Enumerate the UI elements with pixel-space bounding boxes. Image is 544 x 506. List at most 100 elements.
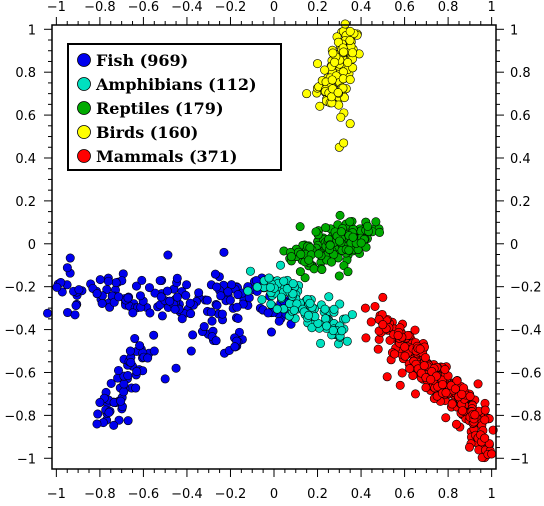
x-tick-label-top: 0 (270, 0, 278, 15)
data-point (227, 280, 237, 290)
legend-marker (77, 53, 91, 67)
data-point (186, 346, 196, 356)
data-point (419, 361, 429, 371)
data-point (473, 379, 483, 389)
data-point (63, 308, 73, 318)
data-point (119, 387, 129, 397)
data-point (276, 292, 286, 302)
data-point (295, 222, 305, 232)
legend-box (67, 43, 282, 171)
data-point (149, 330, 159, 340)
x-tick-label-top: −0.2 (215, 0, 247, 15)
data-point (330, 57, 340, 67)
legend-marker (77, 149, 91, 163)
data-point (202, 295, 212, 305)
y-tick-label-right: 0 (510, 238, 518, 253)
data-point (206, 307, 216, 317)
legend-label: Mammals (371) (96, 147, 238, 166)
data-point (470, 410, 480, 420)
data-point (304, 255, 314, 265)
data-point (447, 399, 457, 409)
data-point (378, 292, 388, 302)
series-3-points (302, 19, 364, 152)
data-point (194, 288, 204, 298)
data-point (327, 75, 337, 85)
data-point (300, 273, 310, 283)
data-point (320, 65, 330, 75)
data-point (43, 308, 53, 318)
data-point (307, 323, 317, 333)
x-tick-label-bottom: −0.6 (128, 487, 160, 502)
data-point (257, 295, 267, 305)
data-point (113, 365, 123, 375)
y-tick-label-right: −0.8 (510, 409, 542, 424)
x-tick-label-top: −0.8 (84, 0, 116, 15)
data-point (165, 296, 175, 306)
data-point (324, 292, 334, 302)
data-point (223, 287, 233, 297)
y-tick-label-left: 1 (28, 23, 36, 38)
data-point (440, 365, 450, 375)
x-tick-label-bottom: 0.6 (394, 487, 415, 502)
data-point (210, 269, 220, 279)
legend-label: Fish (969) (96, 51, 188, 70)
data-point (274, 316, 284, 326)
data-point (212, 282, 222, 292)
data-point (341, 314, 351, 324)
data-point (186, 309, 196, 319)
y-tick-label-right: −0.2 (510, 281, 542, 296)
series-4-points (360, 292, 498, 463)
data-point (185, 298, 195, 308)
y-tick-label-left: 0.8 (15, 66, 36, 81)
data-point (123, 371, 133, 381)
data-point (243, 286, 253, 296)
data-point (114, 292, 124, 302)
data-point (212, 300, 222, 310)
legend-marker (77, 101, 91, 115)
data-point (71, 301, 81, 311)
data-point (390, 349, 400, 359)
data-point (465, 391, 475, 401)
data-point (327, 257, 337, 267)
x-tick-label-bottom: −0.8 (84, 487, 116, 502)
x-tick-label-top: −1 (47, 0, 66, 15)
x-tick-label-bottom: 0.2 (307, 487, 328, 502)
data-point (111, 278, 121, 288)
data-point (145, 308, 155, 318)
data-point (188, 330, 198, 340)
data-point (263, 308, 273, 318)
data-point (135, 341, 145, 351)
data-point (132, 366, 142, 376)
data-point (272, 304, 282, 314)
data-point (149, 346, 159, 356)
data-point (95, 398, 105, 408)
data-point (334, 271, 344, 281)
data-point (426, 375, 436, 385)
data-point (450, 384, 460, 394)
data-point (219, 247, 229, 257)
data-point (135, 291, 145, 301)
data-point (131, 383, 141, 393)
data-point (335, 210, 345, 220)
y-tick-label-left: 0 (28, 238, 36, 253)
data-point (211, 336, 221, 346)
data-point (344, 245, 354, 255)
data-point (52, 282, 62, 292)
data-point (415, 344, 425, 354)
data-point (363, 221, 373, 231)
data-point (457, 389, 467, 399)
data-point (92, 419, 102, 429)
data-point (177, 314, 187, 324)
data-point (128, 308, 138, 318)
data-point (157, 311, 167, 321)
x-tick-label-bottom: 1 (488, 487, 496, 502)
data-point (345, 26, 355, 36)
data-point (366, 317, 376, 327)
y-tick-label-left: −0.6 (4, 366, 36, 381)
data-point (320, 304, 330, 314)
data-point (70, 310, 80, 320)
data-point (276, 260, 286, 270)
data-point (335, 236, 345, 246)
data-point (182, 280, 192, 290)
data-point (348, 48, 358, 58)
